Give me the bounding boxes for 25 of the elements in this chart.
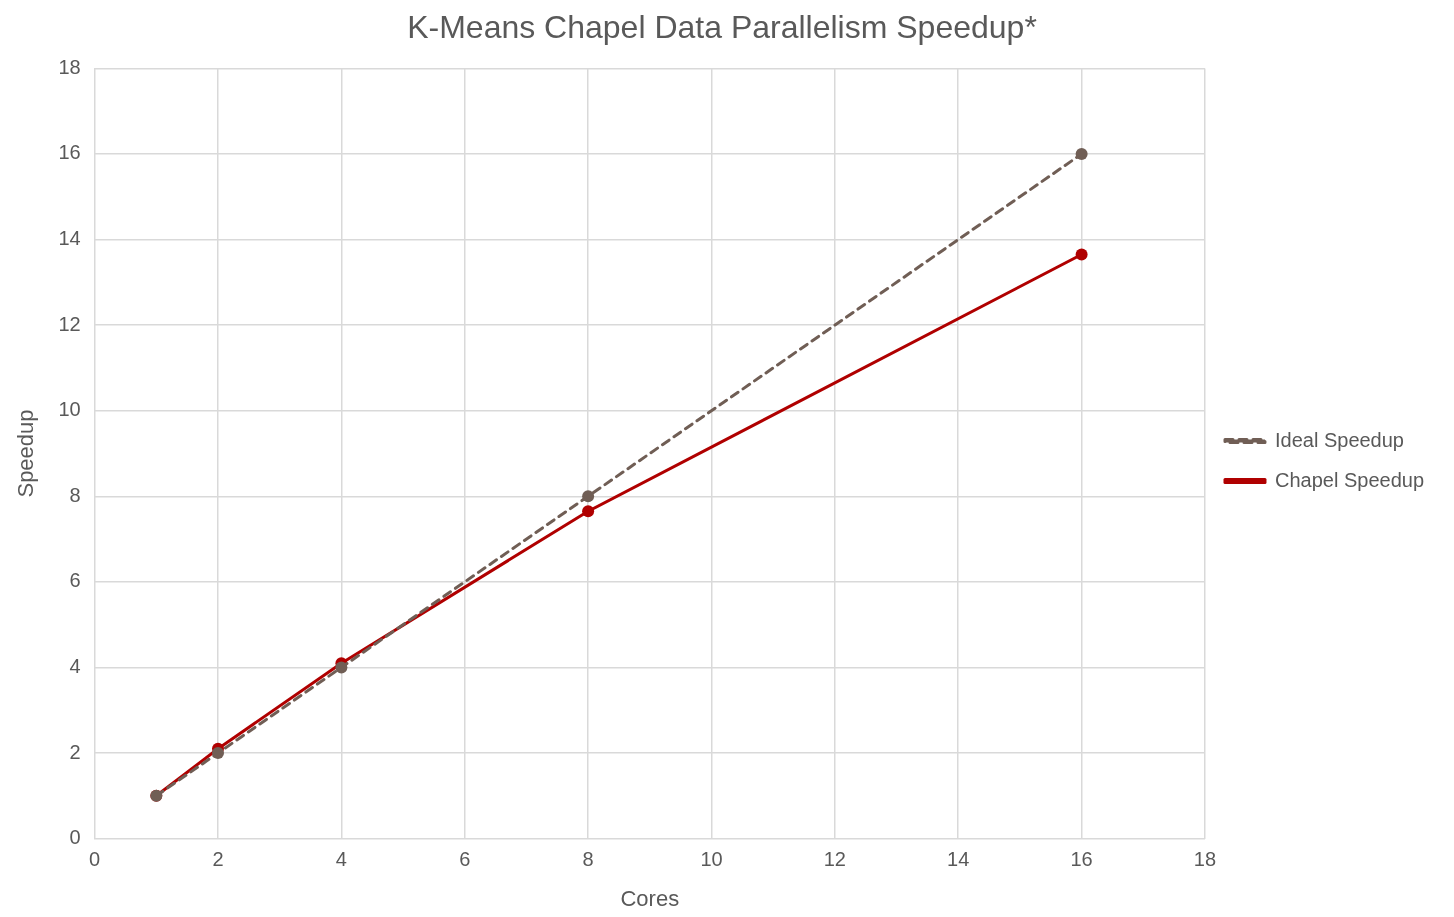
x-tick-label: 2: [212, 848, 224, 871]
legend-label: Ideal Speedup: [1274, 428, 1404, 451]
x-tick-label: 6: [459, 848, 471, 871]
x-tick-label: 14: [947, 848, 970, 871]
y-axis-title: Speedup: [13, 409, 39, 498]
x-tick-label: 4: [335, 848, 347, 871]
x-tick-label: 12: [823, 848, 846, 871]
y-tick-label: 16: [58, 141, 81, 164]
x-tick-label: 18: [1193, 848, 1217, 871]
y-tick-label: 18: [58, 55, 81, 78]
x-tick-label: 16: [1070, 848, 1093, 871]
chart-title: K-Means Chapel Data Parallelism Speedup*: [407, 9, 1037, 46]
x-tick-label: 10: [700, 848, 723, 871]
y-tick-label: 12: [58, 312, 81, 335]
y-tick-label: 0: [69, 826, 81, 849]
y-tick-label: 2: [69, 740, 81, 763]
y-tick-label: 4: [69, 654, 81, 677]
y-tick-label: 14: [58, 227, 81, 250]
y-tick-label: 10: [58, 398, 81, 421]
legend-label: Chapel Speedup: [1274, 468, 1424, 491]
x-tick-label: 8: [582, 848, 594, 871]
x-tick-label: 0: [89, 848, 101, 871]
x-axis-title: Cores: [620, 885, 680, 911]
y-tick-label: 8: [69, 483, 81, 506]
y-tick-label: 6: [69, 569, 81, 592]
